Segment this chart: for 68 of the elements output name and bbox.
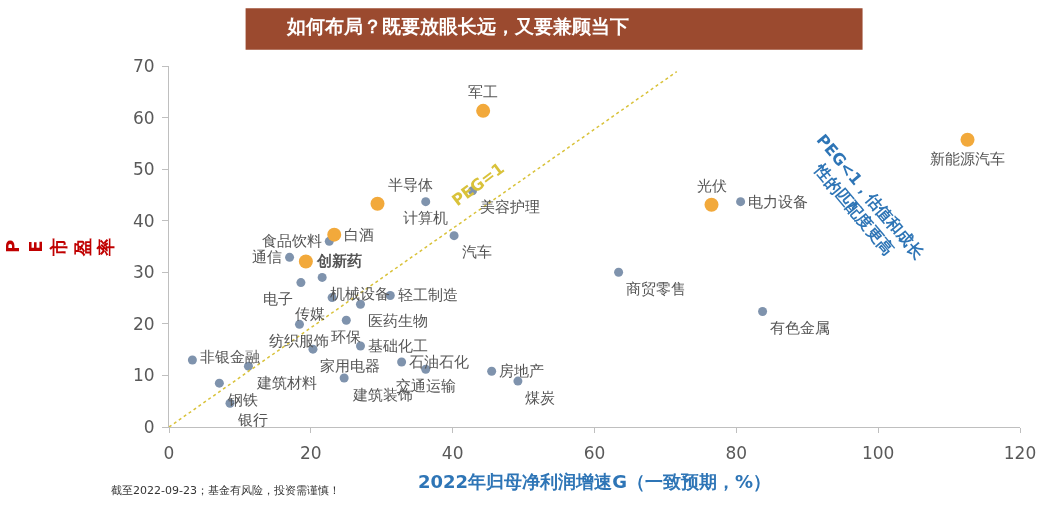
point [758,306,768,316]
data-label: 机械设备 [330,285,390,303]
y-tick-label: 10 [132,365,155,386]
point [298,254,313,269]
x-tick-label: 40 [441,443,464,464]
data-label: 半导体 [388,176,433,194]
point [476,103,491,118]
point [960,132,975,147]
data-label: 基础化工 [368,337,428,355]
y-tick-label: 50 [132,159,155,180]
x-tick-label: 80 [725,443,748,464]
data-label: 房地产 [499,362,544,380]
point [487,366,497,376]
point [614,267,624,277]
x-tick-label: 60 [583,443,606,464]
data-label: 石油石化 [409,353,469,371]
data-label: 电力设备 [748,193,808,211]
point [421,197,431,207]
point [397,357,407,367]
data-label: 光伏 [697,177,727,195]
text: 截至2022-09-23；基金有风险，投资需谨慎！ [111,484,340,497]
x-tick-label: 120 [1003,443,1037,464]
data-label: 计算机 [403,209,448,227]
data-label: 轻工制造 [398,286,458,304]
point [214,378,224,388]
point [317,272,327,282]
data-label: 钢铁 [227,391,258,409]
data-label: 建筑材料 [256,374,317,392]
data-label: 商贸零售 [626,280,686,298]
x-tick-label: 0 [163,443,175,464]
point [339,373,349,383]
x-tick-label: 20 [300,443,322,464]
data-label: 新能源汽车 [930,150,1005,168]
point [327,227,342,242]
data-label: 家用电器 [320,357,380,375]
data-label: 有色金属 [770,319,830,337]
y-tick-label: 40 [132,210,155,231]
point [449,231,459,241]
y-tick-label: 70 [132,55,155,76]
y-tick-label: 60 [132,107,155,128]
data-label: 创新药 [316,252,362,270]
data-label: 纺织服饰 [269,332,329,350]
data-label: 食品饮料 [262,232,322,250]
data-label: 银行 [237,411,268,429]
point [285,252,295,262]
y-tick-label: 0 [143,416,155,437]
data-label: 环保 [331,328,361,346]
x-axis-title: 2022年归母净利润增速G（一致预期，%） [418,470,771,492]
data-label: 医药生物 [368,312,428,330]
point [370,196,385,211]
y-axis-title: PE市盈率 [1,237,117,257]
y-tick-label: 20 [132,313,155,334]
y-tick-label: 30 [132,262,155,283]
x-tick-label: 100 [861,443,895,464]
data-label: 非银金融 [200,348,260,366]
point [187,355,197,365]
point [296,278,306,288]
data-label: 汽车 [462,243,492,261]
point [704,197,719,212]
data-label: 传媒 [295,305,325,323]
chart-title: 如何布局？既要放眼长远，又要兼顾当下 [286,14,630,37]
data-label: 军工 [468,83,498,101]
data-label: 煤炭 [525,389,555,407]
data-label: 电子 [263,290,293,308]
data-label: 白酒 [344,226,374,244]
point [736,197,746,207]
data-label: 通信 [252,248,282,266]
point [341,315,351,325]
